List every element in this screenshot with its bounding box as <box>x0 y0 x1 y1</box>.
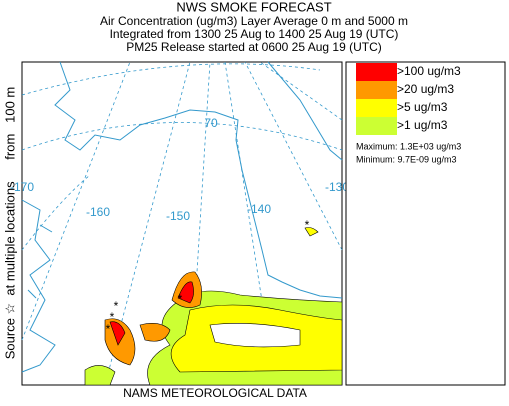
coastline <box>54 61 343 299</box>
smoke-plume <box>84 227 343 386</box>
legend-swatch <box>356 63 397 81</box>
latitude-line <box>21 63 321 96</box>
source-marker: * <box>178 292 183 306</box>
title: NWS SMOKE FORECAST <box>176 0 331 14</box>
legend-label: >20 ug/m3 <box>397 82 454 96</box>
longitude-line <box>259 61 343 121</box>
subtitle: Air Concentration (ug/m3) Layer Average … <box>100 14 408 28</box>
plume-contour <box>84 365 116 386</box>
plume-contour <box>139 323 171 342</box>
legend-swatch <box>356 117 397 135</box>
map-labels: -170 -160 -150 -140 -130 70 <box>10 116 349 223</box>
legend-maximum: Maximum: 1.3E+03 ug/m3 <box>356 141 461 151</box>
source-markers: * * * * * <box>106 218 310 336</box>
legend-label: >5 ug/m3 <box>397 100 448 114</box>
legend-swatch <box>356 81 397 99</box>
longitude-label: -140 <box>247 202 271 216</box>
coastline <box>21 61 343 373</box>
legend-minimum: Minimum: 9.7E-09 ug/m3 <box>356 154 457 164</box>
longitude-label: -150 <box>166 209 190 223</box>
longitude-label: -130 <box>325 180 349 194</box>
longitude-line <box>244 61 343 251</box>
map: * * * * * -170 -160 -150 -140 -130 70 <box>10 61 349 386</box>
source-marker: * <box>114 299 119 313</box>
plume-contour <box>304 227 319 237</box>
subtitle: PM25 Release started at 0600 25 Aug 19 (… <box>126 40 381 54</box>
plume-contour <box>109 321 126 346</box>
plume-contour <box>177 281 194 304</box>
legend-label: >100 ug/m3 <box>397 64 461 78</box>
source-marker: * <box>106 322 111 336</box>
longitude-label: -170 <box>10 180 34 194</box>
side-label: Source ☆ at multiple locations from 100 … <box>2 87 17 360</box>
source-marker: * <box>110 310 115 324</box>
coastline <box>267 61 343 161</box>
subtitle: Integrated from 1300 25 Aug to 1400 25 A… <box>110 27 399 41</box>
latitude-label: 70 <box>204 116 218 130</box>
longitude-line <box>21 61 131 341</box>
coastline <box>21 199 56 373</box>
island <box>27 224 53 299</box>
legend-swatch <box>356 99 397 117</box>
latitude-line <box>21 122 343 151</box>
plume-gap <box>209 323 301 348</box>
legend: Maximum: 1.3E+03 ug/m3 Minimum: 9.7E-09 … <box>345 61 506 386</box>
longitude-label: -160 <box>86 205 110 219</box>
source-marker: * <box>305 218 310 232</box>
legend-label: >1 ug/m3 <box>397 118 448 132</box>
footer: NAMS METEOROLOGICAL DATA <box>123 386 307 400</box>
